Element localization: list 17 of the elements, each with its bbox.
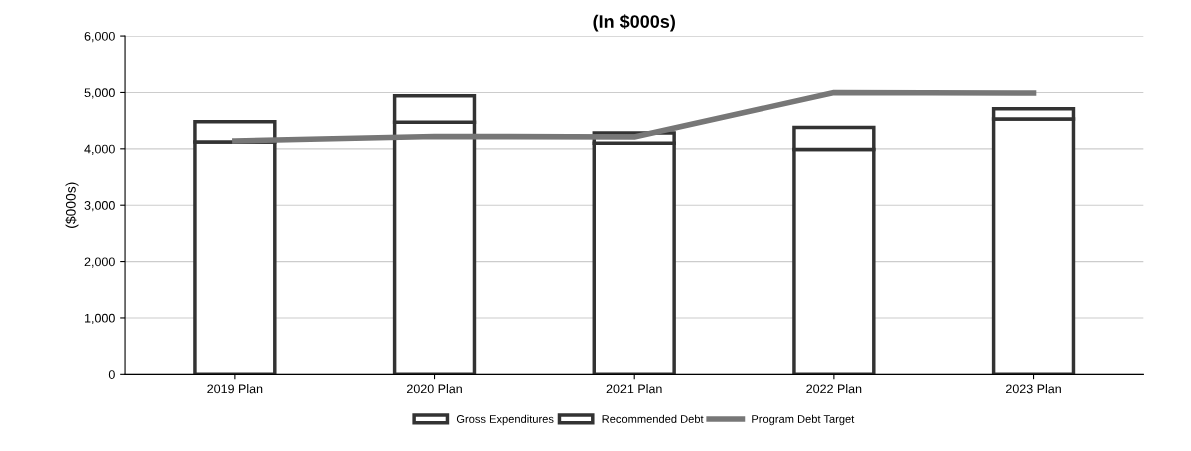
x-tick-label: 2020 Plan bbox=[407, 384, 462, 394]
y-tick-label: 2,000 bbox=[84, 257, 115, 268]
legend-label: Gross Expenditures bbox=[456, 414, 554, 426]
x-tick-label: 2023 Plan bbox=[1006, 384, 1061, 394]
legend-label: Recommended Debt bbox=[602, 414, 704, 423]
y-tick-label: 0 bbox=[108, 370, 115, 379]
legend-label: Program Debt Target bbox=[752, 414, 855, 426]
x-tick-label: 2022 Plan bbox=[806, 384, 862, 394]
y-tick-label: 3,000 bbox=[84, 201, 115, 212]
y-tick-label: 4,000 bbox=[84, 144, 115, 155]
y-tick-label: 5,000 bbox=[84, 88, 115, 99]
x-tick-label: 2019 Plan bbox=[207, 384, 263, 394]
chart-title: (In $000s) bbox=[593, 14, 675, 32]
x-tick-label: 2021 Plan bbox=[606, 384, 662, 394]
y-tick-label: 1,000 bbox=[85, 313, 115, 325]
y-tick-label: 6,000 bbox=[84, 31, 115, 43]
y-axis-title: ($000s) bbox=[65, 182, 79, 228]
